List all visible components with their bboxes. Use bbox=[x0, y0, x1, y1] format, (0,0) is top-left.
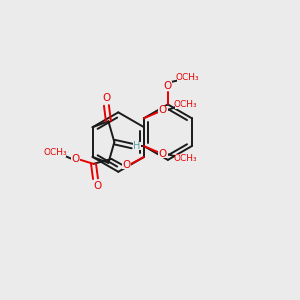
Text: O: O bbox=[158, 149, 167, 159]
FancyBboxPatch shape bbox=[158, 106, 168, 115]
FancyBboxPatch shape bbox=[92, 181, 102, 190]
Text: O: O bbox=[93, 181, 102, 191]
Text: O: O bbox=[164, 81, 172, 91]
FancyBboxPatch shape bbox=[164, 81, 172, 90]
FancyBboxPatch shape bbox=[101, 94, 111, 103]
Text: OCH₃: OCH₃ bbox=[174, 100, 197, 109]
Text: OCH₃: OCH₃ bbox=[176, 73, 200, 82]
Text: O: O bbox=[72, 154, 80, 164]
Text: H: H bbox=[134, 141, 141, 151]
Text: O: O bbox=[122, 160, 130, 170]
FancyBboxPatch shape bbox=[177, 73, 199, 82]
Text: O: O bbox=[158, 105, 167, 116]
FancyBboxPatch shape bbox=[175, 100, 196, 109]
FancyBboxPatch shape bbox=[122, 160, 131, 169]
FancyBboxPatch shape bbox=[175, 154, 196, 164]
Text: O: O bbox=[102, 94, 111, 103]
FancyBboxPatch shape bbox=[71, 154, 80, 164]
FancyBboxPatch shape bbox=[158, 149, 168, 158]
FancyBboxPatch shape bbox=[44, 148, 66, 158]
Text: OCH₃: OCH₃ bbox=[174, 154, 197, 164]
Text: OCH₃: OCH₃ bbox=[43, 148, 67, 158]
FancyBboxPatch shape bbox=[133, 142, 141, 150]
